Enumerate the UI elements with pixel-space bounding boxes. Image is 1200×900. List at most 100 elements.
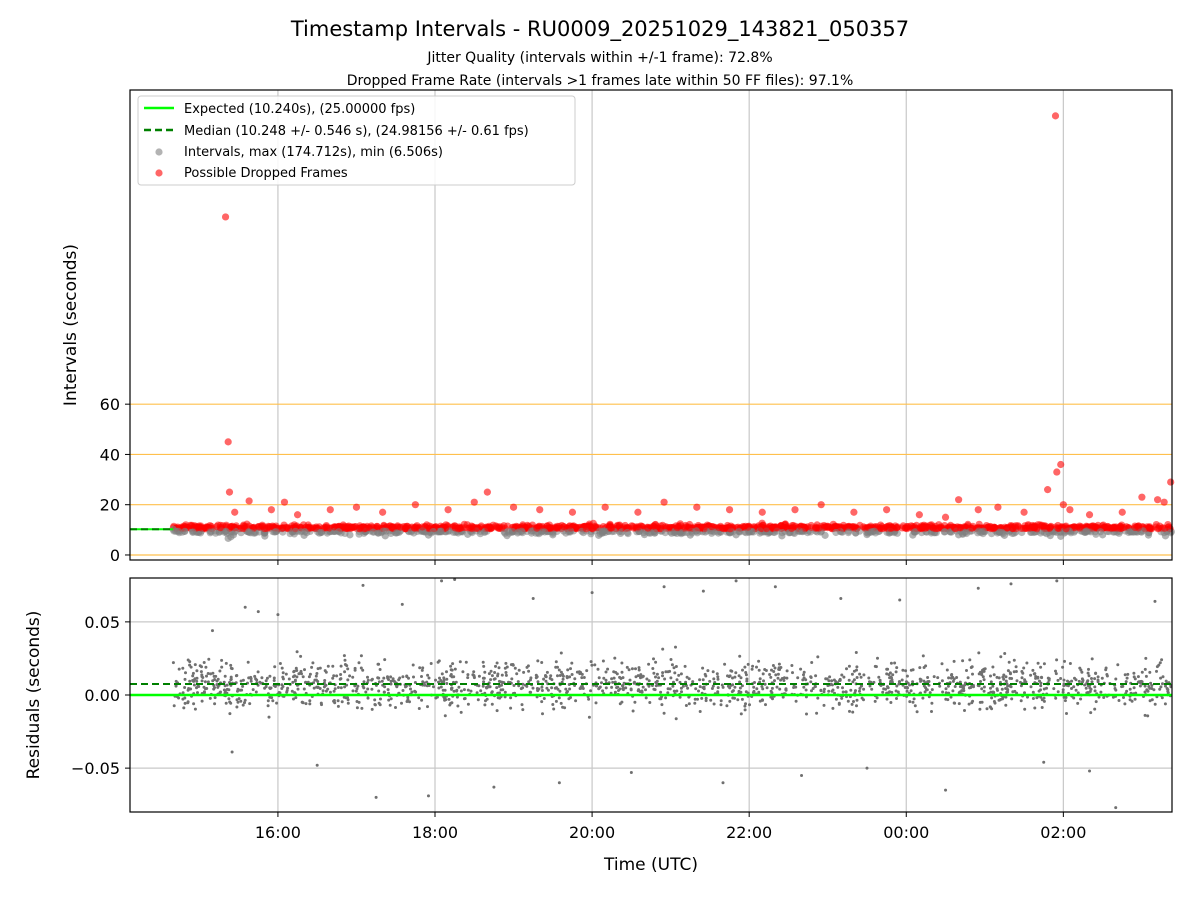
residual-point [359, 654, 363, 658]
residual-point [256, 610, 260, 614]
residual-point [919, 679, 923, 683]
residual-point [885, 697, 889, 701]
residual-point [941, 690, 945, 694]
residual-point [743, 708, 747, 712]
residual-point [763, 682, 767, 686]
residual-point [694, 687, 698, 691]
residual-point [1166, 689, 1170, 693]
residual-point [728, 686, 732, 690]
residual-point [243, 698, 247, 702]
residual-point [991, 684, 995, 688]
residual-point [953, 685, 957, 688]
residual-point [239, 679, 243, 683]
residual-point [971, 699, 975, 703]
residual-point [461, 670, 465, 674]
residual-point [980, 671, 984, 675]
interval-point [196, 529, 205, 537]
residual-point [693, 701, 697, 705]
residual-point [574, 699, 578, 703]
residual-point [254, 690, 258, 694]
residual-point [1079, 668, 1083, 672]
residual-point [188, 687, 192, 691]
residual-point [743, 665, 747, 669]
residual-point [674, 665, 678, 668]
residual-point [302, 687, 306, 691]
residual-point [844, 690, 848, 694]
residual-point [174, 684, 178, 688]
residual-point [529, 690, 533, 694]
dropped-frame-point [444, 506, 452, 514]
residual-point [450, 687, 453, 691]
residual-point [265, 676, 269, 680]
residual-point [848, 709, 851, 713]
residual-point [991, 665, 995, 669]
residual-point [568, 687, 572, 691]
residual-point [947, 676, 951, 680]
residual-point [345, 664, 349, 668]
residual-point [273, 665, 277, 669]
interval-point [181, 527, 189, 536]
residual-point [214, 674, 218, 678]
residual-point [1120, 685, 1124, 689]
intervals-y-tick-label: 20 [100, 496, 120, 515]
residual-point [266, 699, 270, 703]
residual-point [1079, 697, 1083, 701]
residual-point [557, 668, 561, 672]
legend-dropped-swatch [155, 169, 163, 177]
residual-point [938, 684, 942, 688]
residual-point [1161, 675, 1165, 679]
residual-point [1143, 690, 1147, 694]
residual-point [755, 665, 758, 669]
residual-point [762, 679, 765, 683]
residual-point [1042, 699, 1046, 703]
residual-point [379, 697, 382, 701]
residual-point [291, 680, 295, 684]
residual-point [669, 658, 673, 661]
dropped-frame-point [461, 524, 469, 532]
residual-point [602, 676, 606, 680]
dropped-frame-point [1066, 506, 1074, 514]
residual-point [237, 697, 241, 701]
intervals-y-ticks: 0 20 40 60 [100, 395, 130, 565]
residual-point [420, 675, 423, 678]
residual-point [701, 589, 705, 593]
residual-point [674, 645, 677, 649]
x-tick-label: 02:00 [1040, 823, 1086, 842]
residual-point [553, 686, 557, 690]
residual-point [1114, 688, 1118, 692]
residual-point [873, 699, 877, 703]
residual-point [645, 677, 649, 681]
dropped-frame-point [986, 522, 995, 531]
residual-point [618, 675, 622, 679]
residual-point [738, 686, 742, 690]
dropped-frame-point [635, 523, 643, 531]
residual-point [621, 686, 625, 690]
residual-point [295, 675, 299, 679]
residual-point [525, 684, 529, 688]
residual-point [171, 661, 175, 665]
residual-point [1086, 671, 1090, 675]
residual-point [712, 677, 716, 681]
residual-point [978, 707, 982, 711]
residual-point [620, 684, 624, 688]
residual-point [184, 671, 187, 675]
residual-point [1089, 687, 1093, 691]
residual-point [684, 680, 688, 684]
residual-point [203, 687, 207, 691]
residual-point [997, 676, 1001, 680]
residual-point [785, 669, 789, 673]
residual-point [805, 712, 808, 716]
residual-point [764, 703, 767, 707]
interval-point [369, 528, 377, 536]
residual-point [229, 701, 233, 705]
residual-point [373, 703, 377, 706]
residual-point [210, 629, 214, 633]
residual-point [737, 689, 741, 693]
residual-point [540, 689, 544, 692]
residual-point [945, 668, 949, 672]
residual-point [989, 680, 993, 684]
residual-point [992, 673, 996, 677]
residual-point [496, 696, 500, 700]
residual-point [752, 685, 756, 689]
residual-point [554, 660, 558, 664]
